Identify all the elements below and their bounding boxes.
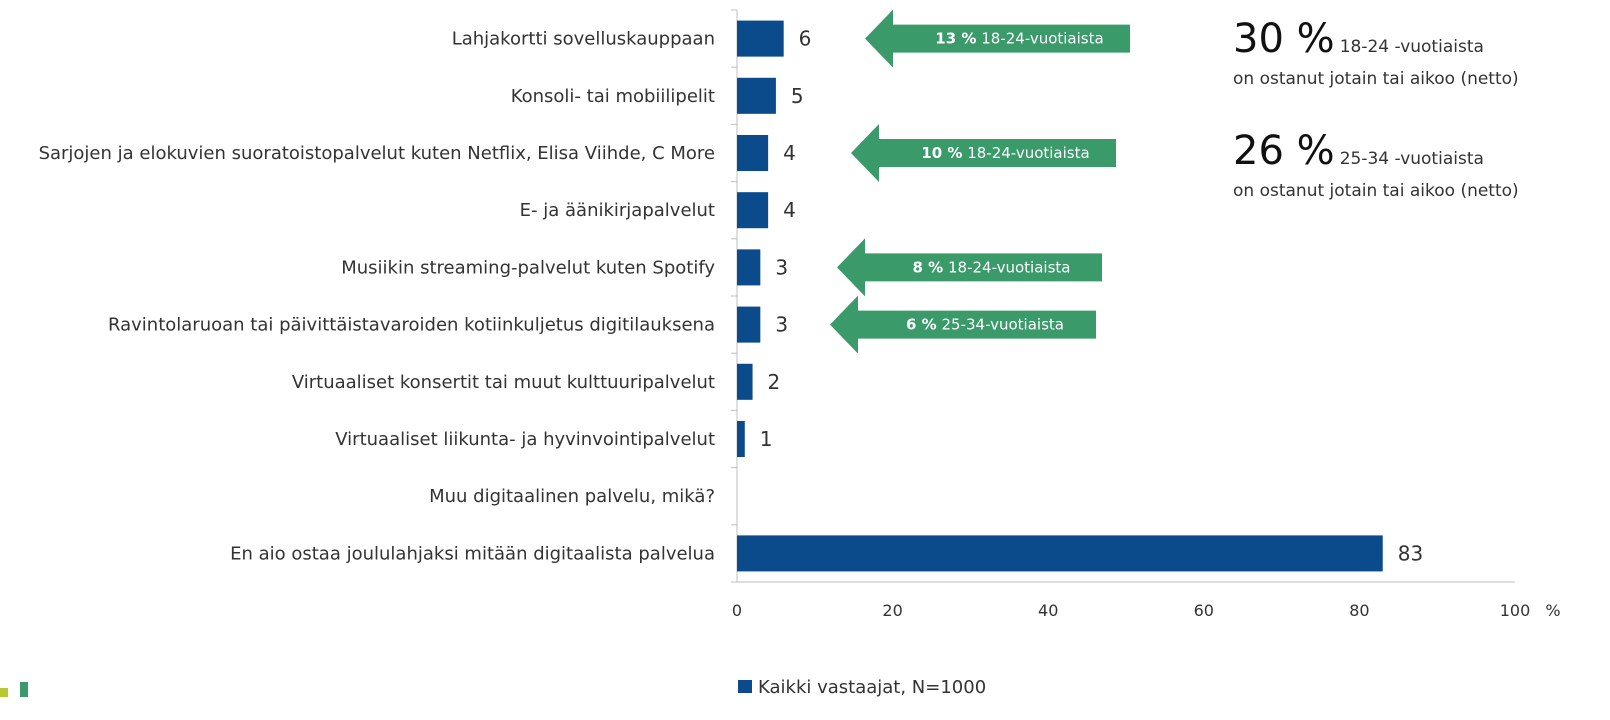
note-text: on ostanut jotain tai aikoo (netto)	[1233, 69, 1519, 89]
value-label: 3	[775, 313, 788, 337]
annotation-arrow	[830, 295, 1096, 354]
category-label: Ravintolaruoan tai päivittäistavaroiden …	[108, 315, 715, 336]
x-tick-label: 40	[1038, 601, 1058, 620]
value-label: 5	[791, 84, 804, 108]
annotation-label: 18-24-vuotiaista	[981, 30, 1103, 48]
note-headline: 30 % 18-24 -vuotiaista	[1233, 16, 1484, 62]
category-label: Virtuaaliset konsertit tai muut kulttuur…	[292, 372, 715, 393]
value-label: 2	[768, 370, 781, 394]
annotation-label: 18-24-vuotiaista	[967, 144, 1089, 162]
note-value: 26 %	[1233, 128, 1335, 174]
x-tick-label: 100	[1500, 601, 1531, 620]
x-tick-label: 0	[732, 601, 742, 620]
x-axis-label: %	[1545, 601, 1560, 620]
annotation-label: 25-34-vuotiaista	[942, 316, 1064, 334]
annotation-arrow	[865, 9, 1130, 68]
annotation-text: 6 % 25-34-vuotiaista	[906, 316, 1064, 334]
category-label: Sarjojen ja elokuvien suoratoistopalvelu…	[39, 143, 715, 164]
note-headline: 26 % 25-34 -vuotiaista	[1233, 128, 1484, 174]
value-label: 83	[1398, 541, 1423, 565]
value-label: 6	[799, 27, 812, 51]
bar	[737, 249, 761, 286]
annotation-value: 8 %	[913, 258, 944, 276]
annotation-value: 6 %	[906, 316, 937, 334]
legend-swatch	[738, 680, 752, 693]
category-label: Muu digitaalinen palvelu, mikä?	[429, 486, 715, 507]
bar	[737, 134, 769, 172]
x-tick-label: 80	[1349, 601, 1369, 620]
bar	[737, 363, 753, 400]
note-value: 30 %	[1233, 16, 1335, 62]
category-label: Lahjakortti sovelluskauppaan	[452, 29, 715, 50]
bar	[737, 192, 769, 229]
note-group: 25-34 -vuotiaista	[1340, 149, 1484, 169]
note-group: 18-24 -vuotiaista	[1340, 37, 1484, 57]
annotation-value: 10 %	[921, 144, 962, 162]
x-tick-label: 20	[882, 601, 902, 620]
value-label: 4	[783, 198, 796, 222]
annotation-arrow	[837, 238, 1102, 297]
x-tick-label: 60	[1194, 601, 1214, 620]
annotation-text: 13 % 18-24-vuotiaista	[935, 30, 1103, 48]
value-label: 3	[775, 255, 788, 279]
category-label: Virtuaaliset liikunta- ja hyvinvointipal…	[335, 429, 715, 450]
annotation-text: 8 % 18-24-vuotiaista	[913, 258, 1071, 276]
category-label: Konsoli- tai mobiilipelit	[511, 86, 715, 107]
category-label: Musiikin streaming-palvelut kuten Spotif…	[341, 257, 715, 278]
legend-label: Kaikki vastaajat, N=1000	[758, 677, 986, 698]
value-label: 1	[760, 427, 773, 451]
logo	[0, 682, 28, 697]
bar	[737, 535, 1383, 572]
bar	[737, 306, 761, 343]
category-label: En aio ostaa joululahjaksi mitään digita…	[230, 543, 715, 564]
annotation-text: 10 % 18-24-vuotiaista	[921, 144, 1089, 162]
value-label: 4	[783, 141, 796, 165]
annotation-arrow	[851, 124, 1116, 182]
annotation-value: 13 %	[935, 30, 976, 48]
bar	[737, 77, 776, 114]
category-label: E- ja äänikirjapalvelut	[520, 200, 715, 221]
bar	[737, 20, 784, 57]
annotation-label: 18-24-vuotiaista	[948, 258, 1070, 276]
note-text: on ostanut jotain tai aikoo (netto)	[1233, 181, 1519, 201]
bar	[737, 420, 745, 458]
